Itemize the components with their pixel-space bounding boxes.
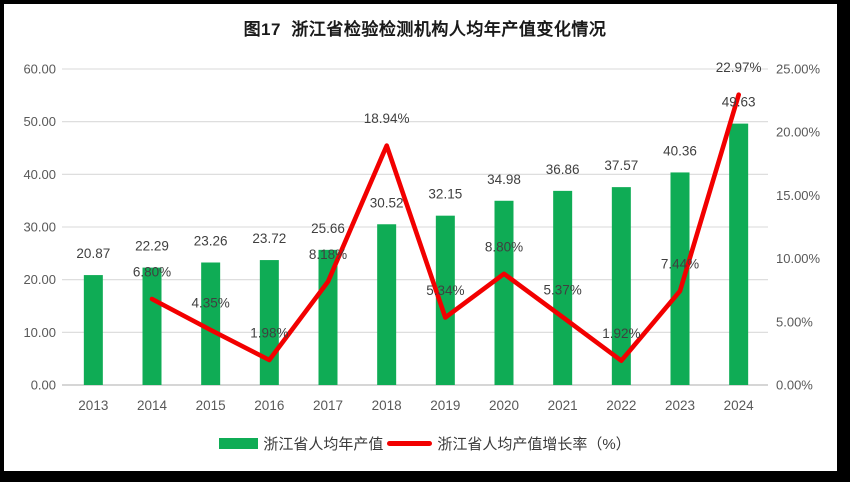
x-axis-label-2015: 2015 [196, 398, 226, 413]
chart-title: 图17 浙江省检验检测机构人均年产值变化情况 [243, 20, 607, 39]
x-axis-label-2017: 2017 [313, 398, 343, 413]
x-axis-label-2022: 2022 [606, 398, 636, 413]
growth-value-2014: 6.80% [133, 265, 171, 280]
growth-value-2015: 4.35% [192, 296, 230, 311]
growth-value-2022: 1.92% [602, 326, 640, 341]
growth-value-2016: 1.98% [250, 325, 288, 340]
bar-2024 [729, 123, 749, 386]
bar-value-2015: 23.26 [194, 233, 228, 248]
bar-2017 [318, 249, 338, 385]
growth-value-2020: 8.80% [485, 239, 523, 254]
x-axis-label-2016: 2016 [254, 398, 284, 413]
left-axis-tick-30: 30.00 [23, 220, 56, 235]
right-axis-tick-5: 5.00% [776, 314, 813, 329]
legend-label-bar: 浙江省人均年产值 [263, 436, 384, 453]
x-axis-label-2024: 2024 [724, 398, 755, 413]
x-axis-label-2018: 2018 [372, 398, 402, 413]
bar-value-2023: 40.36 [663, 143, 697, 158]
bar-series-swatch-icon [219, 438, 259, 449]
line-series-swatch-icon [387, 441, 433, 446]
bar-value-2016: 23.72 [252, 231, 286, 246]
right-axis-tick-25: 25.00% [776, 62, 821, 77]
left-axis-tick-20: 20.00 [23, 272, 56, 287]
growth-value-2019: 5.34% [426, 283, 464, 298]
growth-rate-line [149, 92, 742, 364]
bar-2014 [142, 267, 162, 385]
left-axis-tick-50: 50.00 [23, 114, 56, 129]
bar-2022 [611, 187, 631, 385]
growth-value-2017: 8.18% [309, 247, 347, 262]
bar-2019 [435, 215, 455, 385]
growth-value-2024: 22.97% [716, 60, 762, 75]
bar-value-2013: 20.87 [76, 246, 110, 261]
left-axis-tick-60: 60.00 [23, 62, 56, 77]
bar-value-2024: 49.63 [722, 95, 756, 110]
x-axis-label-2014: 2014 [137, 398, 168, 413]
growth-value-2018: 18.94% [364, 111, 410, 126]
right-axis-tick-10: 10.00% [776, 251, 821, 266]
x-axis-label-2020: 2020 [489, 398, 519, 413]
bar-2020 [494, 200, 514, 385]
legend-item-bar: 浙江省人均年产值 [219, 433, 383, 454]
bar-2015 [201, 262, 221, 385]
legend-item-line: 浙江省人均产值增长率（%） [387, 433, 631, 454]
bar-2018 [377, 224, 397, 385]
right-axis-tick-0: 0.00% [776, 378, 813, 393]
legend-label-line: 浙江省人均产值增长率（%） [437, 436, 631, 453]
x-axis-label-2021: 2021 [548, 398, 578, 413]
growth-value-2021: 5.37% [544, 283, 582, 298]
left-axis-tick-0: 0.00 [31, 378, 56, 393]
left-axis-tick-40: 40.00 [23, 167, 56, 182]
bar-2013 [83, 275, 103, 385]
legend: 浙江省人均年产值 浙江省人均产值增长率（%） [0, 433, 850, 454]
right-axis-tick-15: 15.00% [776, 188, 821, 203]
x-axis-label-2019: 2019 [430, 398, 460, 413]
bar-2021 [553, 190, 573, 385]
bar-value-2017: 25.66 [311, 221, 345, 236]
bar-value-2021: 36.86 [546, 162, 580, 177]
x-axis-label-2013: 2013 [78, 398, 108, 413]
bar-2016 [259, 260, 279, 385]
bar-value-2022: 37.57 [604, 158, 638, 173]
bar-value-2020: 34.98 [487, 172, 521, 187]
right-axis-tick-20: 20.00% [776, 125, 821, 140]
bar-value-2019: 32.15 [428, 187, 462, 202]
bar-value-2014: 22.29 [135, 239, 169, 254]
left-axis-tick-10: 10.00 [23, 325, 56, 340]
x-axis-label-2023: 2023 [665, 398, 695, 413]
growth-value-2023: 7.44% [661, 256, 699, 271]
bar-2023 [670, 172, 690, 385]
bar-value-2018: 30.52 [370, 195, 404, 210]
